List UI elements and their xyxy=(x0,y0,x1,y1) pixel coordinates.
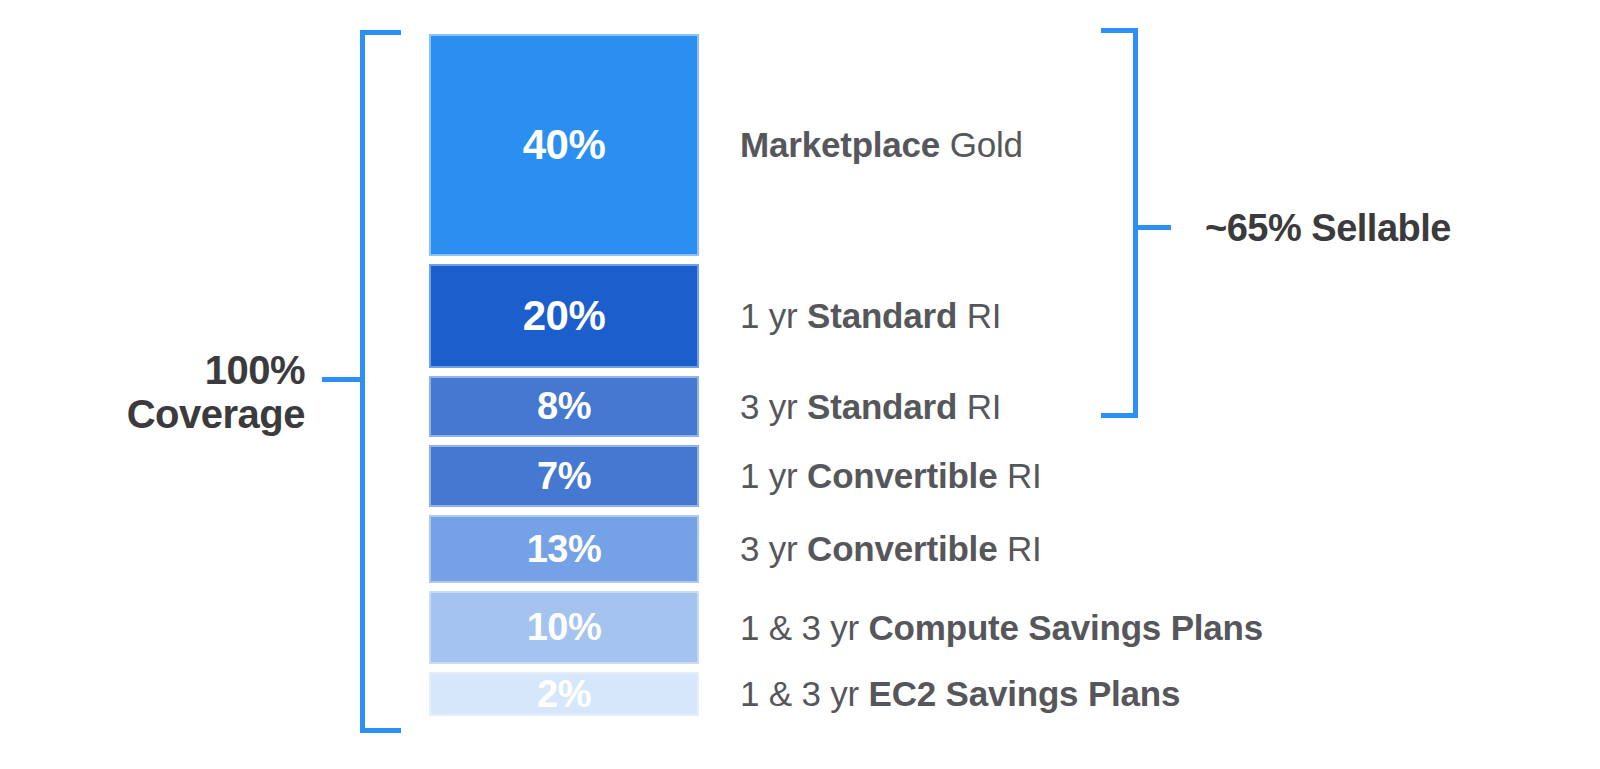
bar-segment-2%: 2% xyxy=(429,672,699,716)
segment-value-label: 8% xyxy=(537,385,591,428)
label-prefix: 3 yr xyxy=(740,529,807,569)
label-bold: Convertible xyxy=(807,529,997,569)
bar-segment-7%: 7% xyxy=(429,445,699,507)
bar-segment-10%: 10% xyxy=(429,591,699,664)
label-suffix: RI xyxy=(997,529,1041,569)
segment-category-label: 1 yr Convertible RI xyxy=(740,445,1263,507)
label-suffix: RI xyxy=(957,387,1001,427)
label-prefix: 1 yr xyxy=(740,456,807,496)
sellable-bracket-tick xyxy=(1138,225,1171,230)
segment-value-label: 10% xyxy=(527,606,602,649)
sellable-bracket-top-arm xyxy=(1101,28,1138,33)
coverage-bracket-bottom-arm xyxy=(360,728,401,733)
label-suffix: Gold xyxy=(940,125,1023,165)
coverage-bracket-top-arm xyxy=(360,30,401,35)
label-bold: Standard xyxy=(807,296,957,336)
segment-category-label: 1 yr Standard RI xyxy=(740,264,1263,368)
sellable-annotation-label: ~65% Sellable xyxy=(1205,206,1451,250)
segment-value-label: 13% xyxy=(527,528,602,571)
label-bold: EC2 Savings Plans xyxy=(869,674,1181,714)
bar-segment-20%: 20% xyxy=(429,264,699,368)
coverage-total-label: 100% Coverage xyxy=(25,348,305,436)
label-prefix: 1 & 3 yr xyxy=(740,674,869,714)
segment-category-label: Marketplace Gold xyxy=(740,34,1263,256)
segment-category-label: 1 & 3 yr EC2 Savings Plans xyxy=(740,672,1263,716)
coverage-infographic-canvas: 100% Coverage 40% 20% 8% 7% 13% 10% 2% Marketp… xyxy=(0,0,1600,769)
label-bold: Marketplace xyxy=(740,125,940,165)
coverage-bracket-tick xyxy=(322,377,360,382)
label-bold: Compute Savings Plans xyxy=(869,608,1264,648)
segment-value-label: 20% xyxy=(523,292,606,340)
segment-value-label: 7% xyxy=(537,455,591,498)
label-bold: Standard xyxy=(807,387,957,427)
segment-labels-column: Marketplace Gold1 yr Standard RI3 yr Sta… xyxy=(740,34,1263,724)
sellable-bracket-bottom-arm xyxy=(1101,413,1138,418)
label-suffix: RI xyxy=(957,296,1001,336)
segment-value-label: 2% xyxy=(537,673,591,716)
segment-value-label: 40% xyxy=(523,121,606,169)
label-prefix: 1 & 3 yr xyxy=(740,608,869,648)
label-prefix: 3 yr xyxy=(740,387,807,427)
segment-category-label: 3 yr Standard RI xyxy=(740,376,1263,437)
label-bold: Convertible xyxy=(807,456,997,496)
bar-segment-8%: 8% xyxy=(429,376,699,437)
bar-segment-40%: 40% xyxy=(429,34,699,256)
label-prefix: 1 yr xyxy=(740,296,807,336)
coverage-bracket-vertical xyxy=(360,30,365,733)
sellable-bracket-vertical xyxy=(1133,28,1138,418)
label-suffix: RI xyxy=(997,456,1041,496)
bar-segment-13%: 13% xyxy=(429,515,699,583)
segment-category-label: 1 & 3 yr Compute Savings Plans xyxy=(740,591,1263,664)
stacked-bar: 40% 20% 8% 7% 13% 10% 2% xyxy=(429,34,699,724)
segment-category-label: 3 yr Convertible RI xyxy=(740,515,1263,583)
